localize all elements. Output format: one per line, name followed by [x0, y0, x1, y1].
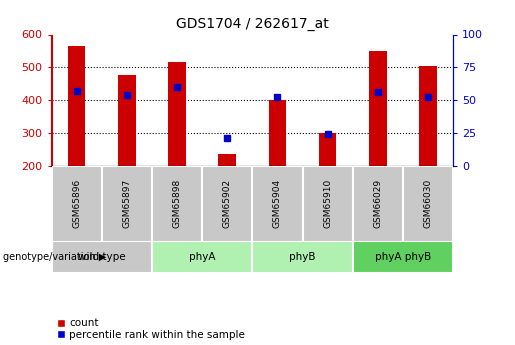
Bar	[353, 166, 403, 242]
Text: GSM66030: GSM66030	[424, 179, 433, 228]
Bar	[369, 51, 387, 166]
Bar	[52, 241, 152, 273]
Bar	[269, 100, 286, 166]
Text: GSM65904: GSM65904	[273, 179, 282, 228]
Bar	[168, 62, 186, 166]
Bar	[202, 166, 252, 242]
Bar	[303, 166, 353, 242]
Text: GSM65896: GSM65896	[72, 179, 81, 228]
Bar	[403, 166, 453, 242]
Title: GDS1704 / 262617_at: GDS1704 / 262617_at	[176, 17, 329, 31]
Text: genotype/variation ▶: genotype/variation ▶	[3, 252, 106, 262]
Text: GSM65897: GSM65897	[123, 179, 131, 228]
Bar	[52, 166, 102, 242]
Bar	[252, 166, 303, 242]
Text: GSM65898: GSM65898	[173, 179, 181, 228]
Bar	[68, 46, 85, 166]
Bar	[419, 66, 437, 166]
Bar	[118, 76, 135, 166]
Bar	[152, 166, 202, 242]
Bar	[102, 166, 152, 242]
Bar	[218, 154, 236, 166]
Text: phyA: phyA	[189, 252, 215, 262]
Legend: count, percentile rank within the sample: count, percentile rank within the sample	[57, 318, 245, 340]
Text: wild type: wild type	[78, 252, 126, 262]
Bar	[152, 241, 252, 273]
Bar	[319, 133, 336, 166]
Text: GSM66029: GSM66029	[373, 179, 382, 228]
Bar	[353, 241, 453, 273]
Bar	[252, 241, 353, 273]
Text: GSM65902: GSM65902	[223, 179, 232, 228]
Text: phyB: phyB	[289, 252, 316, 262]
Text: phyA phyB: phyA phyB	[375, 252, 431, 262]
Text: GSM65910: GSM65910	[323, 179, 332, 228]
